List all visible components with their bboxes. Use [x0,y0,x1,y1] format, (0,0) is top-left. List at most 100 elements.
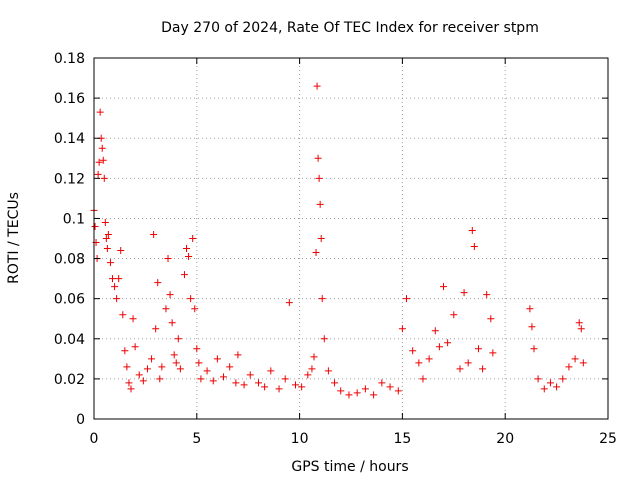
data-point [386,383,394,391]
data-point [534,375,542,383]
data-point [131,343,139,351]
data-point [98,144,106,152]
data-point [220,373,228,381]
y-tick-label: 0.02 [54,372,85,388]
data-point [176,365,184,373]
data-point [456,365,464,373]
data-point [479,365,487,373]
data-point [195,359,203,367]
data-point [403,295,411,303]
data-point [345,391,353,399]
data-point [135,371,143,379]
data-point [444,339,452,347]
data-point [331,379,339,387]
data-point [185,253,193,261]
data-point [316,200,324,208]
data-point [483,291,491,299]
data-point [487,315,495,323]
data-point [113,295,121,303]
data-point [528,323,536,331]
data-point [99,156,107,164]
data-point [267,367,275,375]
data-point [213,355,221,363]
data-point [143,365,151,373]
data-point [168,319,176,327]
data-point [246,371,254,379]
data-point [281,375,289,383]
x-tick-label: 15 [393,431,411,447]
y-tick-label: 0.06 [54,292,85,308]
data-point [315,174,323,182]
data-point [579,359,587,367]
data-point [425,355,433,363]
data-point [489,349,497,357]
data-point [254,379,262,387]
data-point [464,359,472,367]
data-point [170,351,178,359]
data-point [101,218,109,226]
data-point [304,371,312,379]
data-point [164,255,172,263]
data-point [174,335,182,343]
data-point [470,243,478,251]
data-point [312,249,320,257]
data-point [232,379,240,387]
y-tick-label: 0.08 [54,252,85,268]
data-point [540,385,548,393]
data-point [526,305,534,313]
data-point [154,279,162,287]
x-tick-label: 5 [192,431,201,447]
data-point [240,381,248,389]
x-axis-label: GPS time / hours [291,459,408,475]
data-point [96,108,104,116]
y-tick-label: 0.14 [54,131,85,147]
data-point [559,375,567,383]
data-point [310,353,318,361]
data-point [139,377,147,385]
data-point [121,347,129,355]
grid-lines [94,58,608,419]
x-tick-label: 20 [496,431,514,447]
data-point [209,377,217,385]
data-point [226,363,234,371]
data-point [577,325,585,333]
data-point [148,355,156,363]
data-point [553,383,561,391]
data-point [419,375,427,383]
data-point [115,275,123,283]
data-point [291,381,299,389]
data-point [435,343,443,351]
data-point [95,158,103,166]
y-tick-label: 0 [76,412,85,428]
y-tick-label: 0.1 [63,211,85,227]
y-axis-label: ROTI / TECUs [6,192,22,284]
data-point [203,367,211,375]
x-tick-label: 10 [291,431,309,447]
data-point [104,230,112,238]
data-point [450,311,458,319]
data-point [353,389,361,397]
data-point [187,295,195,303]
data-point [468,226,476,234]
data-point [91,222,99,230]
data-point [125,379,133,387]
data-point [431,327,439,335]
data-point [440,283,448,291]
data-point [378,379,386,387]
data-point [103,245,111,253]
data-point [111,283,119,291]
data-point [166,291,174,299]
data-point [117,247,125,255]
data-point [127,385,135,393]
data-point [398,325,406,333]
data-point [337,387,345,395]
data-point [565,363,573,371]
data-point [189,235,197,242]
data-point [571,355,579,363]
data-point [180,271,188,279]
data-point [261,383,269,391]
data-point [152,325,160,333]
data-point [193,345,201,353]
data-point [314,154,322,162]
data-point [102,235,110,242]
